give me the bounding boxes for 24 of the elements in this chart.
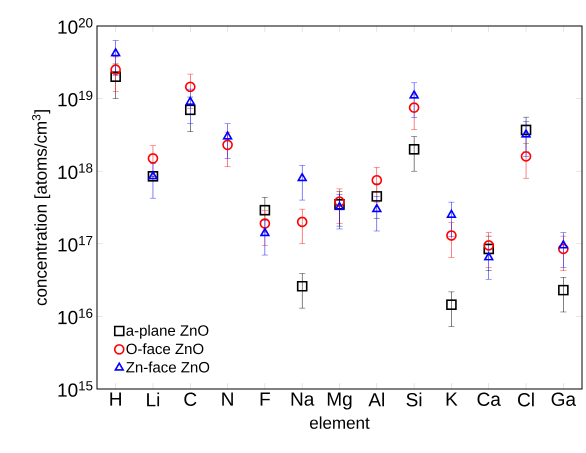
y-tick-label: 10$^{20}$ [58,18,92,34]
y-tick-label: 10$^{17}$ [58,236,92,252]
x-tick-label: K [446,392,458,406]
legend-label: Zn-face ZnO [126,362,210,373]
x-tick-label: Si [406,392,422,406]
x-axis-title: element [310,416,370,429]
y-tick-label: 10$^{19}$ [58,90,92,106]
x-tick-label: Al [368,392,384,406]
x-tick-label: Cl [518,392,534,406]
x-tick-label: N [222,392,233,406]
y-tick-label: 10$^{15}$ [58,381,92,397]
x-tick-label: Li [147,392,160,406]
x-tick-label: Mg [328,392,352,410]
x-tick-label: F [260,392,270,406]
x-tick-label: C [184,392,196,406]
y-tick-label: 10$^{16}$ [58,308,92,324]
x-tick-label: Ca [478,392,501,406]
legend-label: a-plane ZnO [126,324,208,339]
x-tick-label: Ga [552,392,576,406]
legend-label: O-face ZnO [126,343,204,354]
y-axis-title: concentration [atoms/cm$^{3}$] [32,110,50,306]
x-tick-label: Na [292,392,314,406]
x-tick-label: H [110,392,121,406]
y-tick-label: 10$^{18}$ [58,163,92,180]
